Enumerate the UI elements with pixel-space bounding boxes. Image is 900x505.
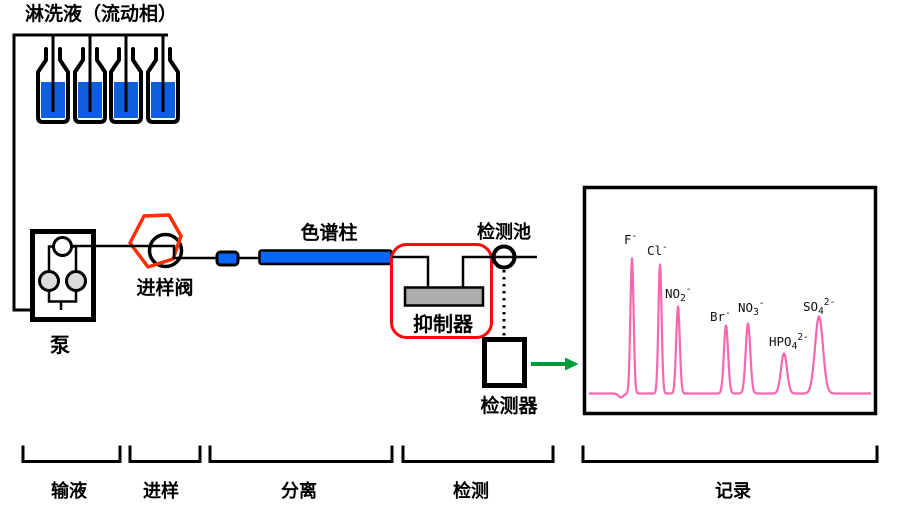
- detector-label: 检测器: [480, 394, 538, 417]
- suppressor-label: 抑制器: [413, 312, 474, 336]
- pump-head-top-circle: [52, 236, 73, 257]
- stage-labels: 输液 进样 分离 检测 记录: [51, 480, 751, 501]
- suppressor-highlight-outline: [390, 243, 493, 339]
- peak-label: F-: [624, 231, 637, 247]
- eluent-bottle: [36, 35, 70, 124]
- sample-loop-hexagon: [128, 213, 183, 269]
- suppressor-box: [403, 286, 485, 307]
- peak-label: NO3-: [738, 298, 765, 318]
- peak-label: SO42-: [803, 297, 835, 317]
- bottle-outline: [73, 47, 107, 124]
- eluent-bottles: [36, 35, 180, 124]
- stage-label: 进样: [143, 480, 179, 501]
- detection-cell-label: 检测池: [477, 221, 531, 242]
- pump-label: 泵: [50, 334, 70, 357]
- pump-piston-left-circle: [38, 270, 60, 292]
- flow-line-column-to-suppressor: [392, 255, 430, 288]
- column-label: 色谱柱: [300, 221, 357, 244]
- bottle-outline: [146, 47, 180, 124]
- stage-brackets: [21, 445, 879, 463]
- bottle-outline: [109, 47, 143, 124]
- peak-label: NO2-: [665, 284, 692, 304]
- eluent-title: 淋洗液（流动相）: [25, 2, 177, 25]
- stage-label: 记录: [715, 481, 751, 501]
- stage-bracket: [21, 445, 122, 463]
- signal-arrow-head-icon: [565, 357, 579, 371]
- stage-label: 分离: [281, 480, 317, 501]
- pump-piston-right-circle: [65, 270, 87, 292]
- stage-bracket: [208, 445, 394, 463]
- guard-column: [215, 250, 240, 267]
- separation-column: [258, 249, 393, 266]
- peak-label: HPO42-: [769, 332, 809, 352]
- stage-bracket: [128, 445, 202, 463]
- stage-label: 检测: [453, 480, 489, 501]
- stage-bracket: [401, 445, 555, 463]
- flow-line-pump-to-guard: [71, 244, 218, 260]
- detector-box: [482, 337, 527, 388]
- eluent-bottle: [73, 35, 107, 124]
- stage-label: 输液: [51, 480, 88, 501]
- chromatogram-trace: [588, 257, 872, 399]
- peak-label: Cl-: [647, 242, 668, 258]
- chromatogram-peak-labels: F- Cl- NO2- Br- NO3-HPO42- SO42-: [624, 231, 835, 352]
- eluent-bottle: [146, 35, 180, 124]
- eluent-bottle: [109, 35, 143, 124]
- stage-bracket: [581, 445, 879, 463]
- bottle-outline: [36, 47, 70, 124]
- injection-valve-label: 进样阀: [136, 276, 193, 299]
- flow-line-suppressor-to-cell: [461, 255, 537, 288]
- peak-label: Br-: [710, 308, 731, 324]
